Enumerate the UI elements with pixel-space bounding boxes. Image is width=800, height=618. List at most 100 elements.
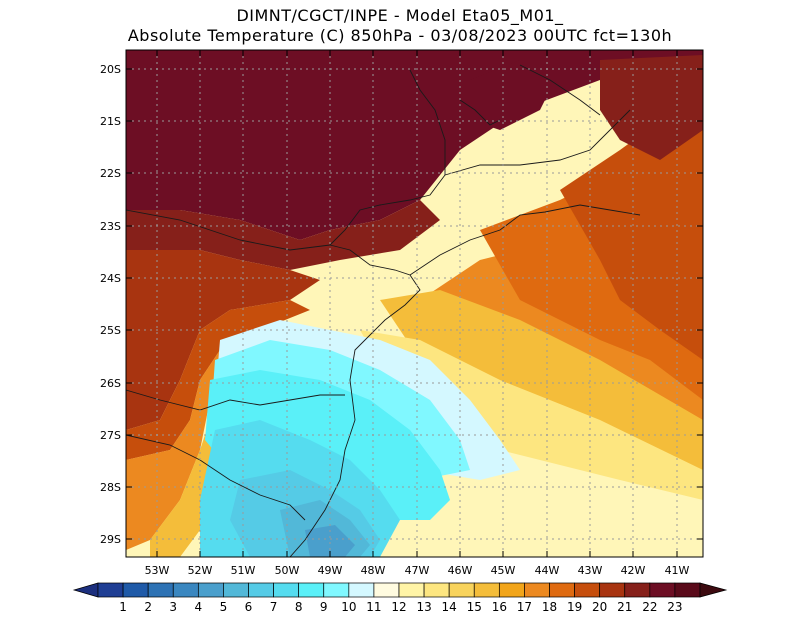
longitude-labels: 53W 52W 51W 50W 49W 48W 47W 46W 45W 44W 43W 42W 41W <box>145 50 690 577</box>
temperature-band <box>305 525 355 557</box>
colorbar-over-arrow <box>699 582 728 598</box>
lon-label: 52W <box>188 564 213 577</box>
border-line <box>126 209 331 251</box>
colorbar-label: 4 <box>195 600 203 614</box>
colorbar-swatch <box>172 582 199 598</box>
colorbar: 1 2 3 4 5 6 7 8 9 10 11 12 13 14 15 16 17 18 19 20 21 22 23 <box>72 582 728 614</box>
lat-label: 26S <box>100 377 121 390</box>
colorbar-label: 2 <box>144 600 152 614</box>
lat-label: 22S <box>100 167 121 180</box>
colorbar-label: 13 <box>416 600 431 614</box>
colorbar-label: 18 <box>542 600 557 614</box>
lon-label: 41W <box>665 564 690 577</box>
colorbar-label: 1 <box>119 600 127 614</box>
lat-label: 24S <box>100 272 121 285</box>
lat-label: 20S <box>100 63 121 76</box>
lon-label: 42W <box>621 564 646 577</box>
colorbar-label: 16 <box>492 600 507 614</box>
lat-label: 23S <box>100 220 121 233</box>
border-line <box>444 109 631 176</box>
lat-label: 27S <box>100 429 121 442</box>
colorbar-label: 6 <box>245 600 253 614</box>
chart-title: DIMNT/CGCT/INPE - Model Eta05_M01_ <box>236 6 564 25</box>
colorbar-under-arrow <box>72 582 99 598</box>
colorbar-swatch <box>223 582 249 598</box>
border-line <box>126 434 306 521</box>
colorbar-swatch <box>473 582 500 598</box>
colorbar-swatch <box>498 582 525 598</box>
colorbar-swatch <box>323 582 350 598</box>
colorbar-swatch <box>674 582 701 598</box>
colorbar-label: 11 <box>366 600 381 614</box>
colorbar-swatch <box>524 582 550 598</box>
colorbar-label: 21 <box>617 600 632 614</box>
temperature-band <box>126 350 240 550</box>
lon-label: 48W <box>361 564 386 577</box>
colorbar-swatch <box>197 582 224 598</box>
colorbar-swatch <box>97 582 124 598</box>
colorbar-label: 12 <box>391 600 406 614</box>
colorbar-swatch <box>273 582 300 598</box>
colorbar-label: 23 <box>667 600 682 614</box>
colorbar-swatch <box>649 582 676 598</box>
lat-label: 28S <box>100 481 121 494</box>
colorbar-swatch <box>298 582 325 598</box>
temperature-band <box>126 300 310 460</box>
temperature-band <box>126 250 320 430</box>
border-line <box>459 99 501 126</box>
latitude-labels: 20S 21S 22S 23S 24S 25S 26S 27S 28S 29S <box>100 63 703 546</box>
temperature-band <box>126 50 703 240</box>
colorbar-label: 20 <box>592 600 607 614</box>
colorbar-label: 14 <box>442 600 457 614</box>
colorbar-label: 8 <box>295 600 303 614</box>
lon-label: 47W <box>405 564 430 577</box>
border-line <box>409 204 641 276</box>
colorbar-swatch <box>423 582 450 598</box>
colorbar-swatch <box>599 582 626 598</box>
lon-label: 50W <box>275 564 300 577</box>
temperature-band <box>470 60 560 130</box>
colorbar-swatch <box>348 582 375 598</box>
colorbar-swatch <box>147 582 174 598</box>
lon-label: 46W <box>448 564 473 577</box>
colorbar-label: 9 <box>320 600 328 614</box>
colorbar-label: 5 <box>220 600 228 614</box>
coastline <box>126 64 641 557</box>
border-line <box>289 244 421 557</box>
grid-lines <box>126 50 703 557</box>
lon-label: 49W <box>318 564 343 577</box>
colorbar-swatch <box>373 582 400 598</box>
colorbar-swatch <box>122 582 149 598</box>
colorbar-swatch <box>448 582 475 598</box>
colorbar-swatch <box>574 582 601 598</box>
colorbar-swatch <box>624 582 651 598</box>
border-line <box>126 389 345 411</box>
colorbar-swatch <box>549 582 575 598</box>
lat-label: 25S <box>100 324 121 337</box>
lon-label: 53W <box>145 564 170 577</box>
colorbar-label: 22 <box>642 600 657 614</box>
temperature-band <box>560 90 703 360</box>
colorbar-swatch <box>248 582 274 598</box>
temperature-band <box>360 330 703 500</box>
lat-label: 21S <box>100 115 121 128</box>
lon-label: 44W <box>535 564 560 577</box>
temperature-field <box>126 50 703 557</box>
lon-label: 43W <box>578 564 603 577</box>
colorbar-swatch <box>398 582 425 598</box>
border-line <box>329 69 446 246</box>
temperature-band <box>126 200 440 270</box>
temperature-band <box>380 290 703 470</box>
lon-label: 51W <box>231 564 256 577</box>
border-line <box>519 64 601 116</box>
colorbar-label: 3 <box>169 600 177 614</box>
colorbar-label: 7 <box>270 600 278 614</box>
plot-frame <box>125 49 704 558</box>
colorbar-label: 17 <box>517 600 532 614</box>
chart-subtitle: Absolute Temperature (C) 850hPa - 03/08/… <box>127 26 673 45</box>
colorbar-label: 19 <box>567 600 582 614</box>
colorbar-label: 10 <box>341 600 356 614</box>
lon-label: 45W <box>491 564 516 577</box>
lat-label: 29S <box>100 533 121 546</box>
